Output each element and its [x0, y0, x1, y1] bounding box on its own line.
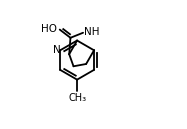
Text: CH₃: CH₃ — [68, 93, 86, 103]
Text: NH: NH — [84, 27, 100, 37]
Text: N: N — [53, 45, 61, 55]
Text: HO: HO — [41, 24, 57, 34]
